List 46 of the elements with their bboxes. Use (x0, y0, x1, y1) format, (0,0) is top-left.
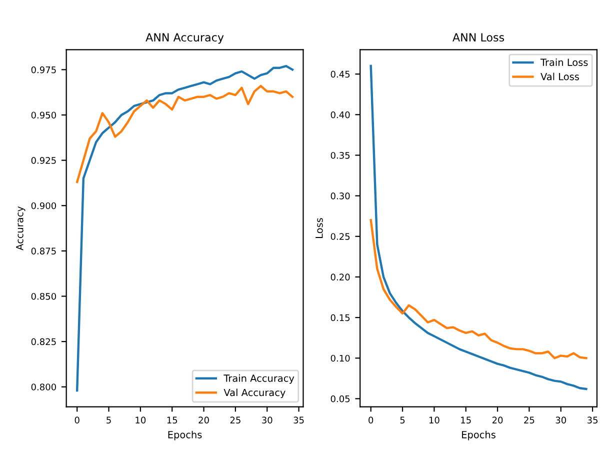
legend-label: Val Accuracy (224, 388, 286, 398)
line-series (370, 64, 588, 390)
x-tick-label: 5 (400, 416, 405, 424)
y-tick-label: 0.900 (31, 202, 56, 210)
legend-label: Val Loss (540, 72, 579, 80)
y-tick-label: 0.35 (330, 152, 350, 159)
y-tick-label: 0.850 (31, 292, 56, 300)
x-tick-label: 30 (262, 416, 272, 424)
y-tick-label: 0.950 (31, 112, 56, 119)
x-tick-label: 30 (556, 416, 566, 424)
y-tick-label: 0.875 (31, 248, 56, 254)
y-tick-label: 0.20 (330, 274, 350, 281)
legend-label: Train Loss (540, 58, 588, 66)
x-tick-label: 20 (198, 416, 209, 424)
y-tick-label: 0.30 (330, 192, 350, 200)
x-tick-label: 15 (461, 416, 471, 424)
y-tick-label: 0.15 (330, 314, 350, 322)
y-tick-label: 0.975 (31, 66, 56, 74)
x-tick-label: 15 (167, 416, 178, 424)
y-tick-label: 0.25 (330, 233, 350, 240)
x-tick-label: 10 (429, 416, 440, 424)
x-tick-label: 35 (587, 416, 598, 424)
y-tick-label: 0.45 (330, 70, 350, 78)
x-axis-title: Epochs (168, 430, 202, 440)
legend-label: Train Accuracy (224, 374, 294, 384)
x-tick-label: 35 (294, 416, 304, 424)
x-tick-label: 10 (136, 416, 146, 424)
y-axis-title: Loss (316, 218, 323, 238)
line-series (370, 219, 588, 360)
x-tick-label: 20 (492, 416, 503, 424)
y-tick-label: 0.40 (330, 111, 350, 118)
line-series (76, 84, 294, 184)
x-tick-label: 0 (74, 416, 80, 424)
y-tick-label: 0.800 (31, 384, 56, 390)
y-axis-title: Accuracy (16, 206, 26, 250)
y-tick-label: 0.10 (330, 354, 350, 362)
x-tick-label: 5 (106, 416, 111, 424)
x-tick-label: 25 (524, 416, 534, 424)
chart-title: ANN Loss (452, 33, 504, 42)
x-tick-label: 25 (230, 416, 240, 424)
chart-title: ANN Accuracy (146, 33, 224, 44)
y-tick-label: 0.825 (31, 338, 56, 346)
x-tick-label: 0 (368, 416, 374, 424)
y-tick-label: 0.05 (330, 395, 350, 402)
x-axis-title: Epochs (462, 430, 496, 440)
y-tick-label: 0.925 (31, 157, 56, 164)
